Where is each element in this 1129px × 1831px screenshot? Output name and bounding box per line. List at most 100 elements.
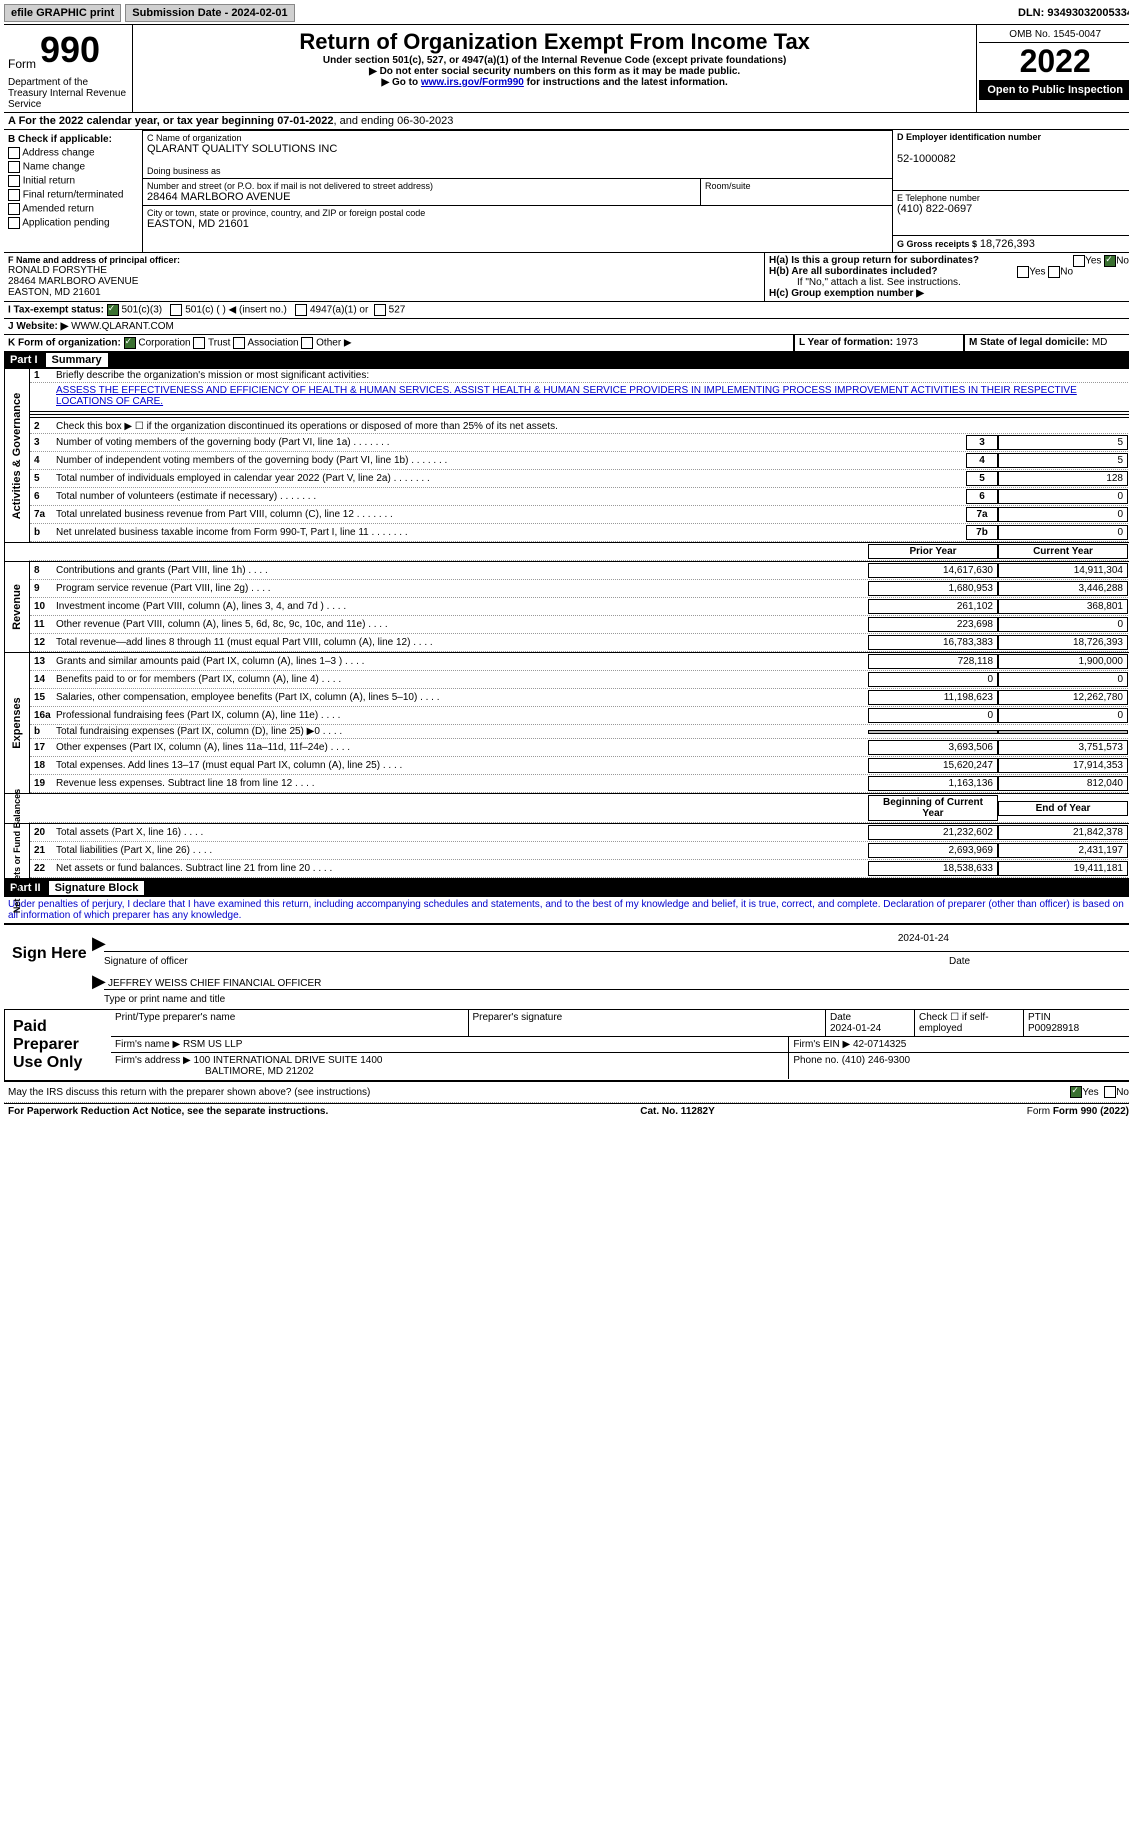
netassets-header-row: Beginning of Current Year End of Year: [4, 794, 1129, 824]
amended-return-checkbox[interactable]: [8, 203, 20, 215]
efile-print-button[interactable]: efile GRAPHIC print: [4, 4, 121, 22]
perjury-declaration: Under penalties of perjury, I declare th…: [4, 897, 1129, 923]
activities-label: Activities & Governance: [11, 392, 23, 519]
ha-yes-checkbox[interactable]: [1073, 255, 1085, 267]
activities-governance-section: Activities & Governance 1Briefly describ…: [4, 369, 1129, 543]
trust-checkbox[interactable]: [193, 337, 205, 349]
summary-line-20: 20Total assets (Part X, line 16) . . . .…: [30, 824, 1129, 842]
form-subtitle-2: ▶ Do not enter social security numbers o…: [141, 66, 968, 77]
instructions-link[interactable]: www.irs.gov/Form990: [421, 77, 524, 88]
discuss-no-checkbox[interactable]: [1104, 1086, 1116, 1098]
tax-period: A For the 2022 calendar year, or tax yea…: [4, 112, 1129, 129]
revenue-label: Revenue: [11, 584, 23, 630]
mission-text: ASSESS THE EFFECTIVENESS AND EFFICIENCY …: [30, 383, 1129, 409]
ptin: P00928918: [1028, 1023, 1079, 1034]
summary-line-5: 5Total number of individuals employed in…: [30, 470, 1129, 488]
department: Department of the Treasury Internal Reve…: [4, 75, 132, 112]
tax-year: 2022: [979, 43, 1129, 80]
firm-phone: (410) 246-9300: [842, 1055, 910, 1066]
right-info-col: D Employer identification number 52-1000…: [892, 130, 1129, 252]
final-return-checkbox[interactable]: [8, 189, 20, 201]
part2-header: Part IISignature Block: [4, 879, 1129, 897]
section-b-checkboxes: B Check if applicable: Address change Na…: [4, 130, 143, 252]
527-checkbox[interactable]: [374, 304, 386, 316]
top-toolbar: efile GRAPHIC print Submission Date - 20…: [4, 4, 1129, 22]
4947-checkbox[interactable]: [295, 304, 307, 316]
501c3-checkbox[interactable]: [107, 304, 119, 316]
other-checkbox[interactable]: [301, 337, 313, 349]
city-state-zip: EASTON, MD 21601: [147, 218, 888, 230]
sign-here-block: Sign Here ▶2024-01-24 Signature of offic…: [4, 923, 1129, 1009]
summary-line-6: 6Total number of volunteers (estimate if…: [30, 488, 1129, 506]
submission-date: Submission Date - 2024-02-01: [125, 4, 294, 22]
name-change-checkbox[interactable]: [8, 161, 20, 173]
summary-line-12: 12Total revenue—add lines 8 through 11 (…: [30, 634, 1129, 652]
revenue-section: Revenue 8Contributions and grants (Part …: [4, 562, 1129, 653]
paid-preparer-label: Paid Preparer Use Only: [5, 1010, 111, 1080]
assoc-checkbox[interactable]: [233, 337, 245, 349]
ha-no-checkbox[interactable]: [1104, 255, 1116, 267]
firm-ein: 42-0714325: [853, 1039, 906, 1050]
discuss-row: May the IRS discuss this return with the…: [4, 1081, 1129, 1103]
summary-line-3: 3Number of voting members of the governi…: [30, 434, 1129, 452]
form-number: Form 990: [4, 25, 132, 75]
sign-date: 2024-01-24: [898, 933, 949, 944]
summary-line-19: 19Revenue less expenses. Subtract line 1…: [30, 775, 1129, 793]
summary-line-7a: 7aTotal unrelated business revenue from …: [30, 506, 1129, 524]
netassets-section: Net Assets or Fund Balances 20Total asse…: [4, 824, 1129, 879]
summary-line-13: 13Grants and similar amounts paid (Part …: [30, 653, 1129, 671]
summary-line-18: 18Total expenses. Add lines 13–17 (must …: [30, 757, 1129, 775]
address-change-checkbox[interactable]: [8, 147, 20, 159]
discuss-yes-checkbox[interactable]: [1070, 1086, 1082, 1098]
sign-here-label: Sign Here: [4, 925, 100, 1009]
tax-status-row: I Tax-exempt status: 501(c)(3) 501(c) ( …: [4, 301, 1129, 318]
officer-signature-name: JEFFREY WEISS CHIEF FINANCIAL OFFICER: [108, 978, 321, 989]
legal-domicile: MD: [1092, 337, 1108, 348]
501c-checkbox[interactable]: [170, 304, 182, 316]
summary-line-16a: 16aProfessional fundraising fees (Part I…: [30, 707, 1129, 725]
summary-line-22: 22Net assets or fund balances. Subtract …: [30, 860, 1129, 878]
summary-line-4: 4Number of independent voting members of…: [30, 452, 1129, 470]
omb-number: OMB No. 1545-0047: [979, 27, 1129, 43]
summary-line-10: 10Investment income (Part VIII, column (…: [30, 598, 1129, 616]
ein: 52-1000082: [897, 153, 1128, 165]
form-org-row: K Form of organization: Corporation Trus…: [4, 334, 1129, 351]
year-header-row: Prior Year Current Year: [4, 543, 1129, 562]
expenses-section: Expenses 13Grants and similar amounts pa…: [4, 653, 1129, 794]
website-row: J Website: ▶ WWW.QLARANT.COM: [4, 318, 1129, 334]
officer-row: F Name and address of principal officer:…: [4, 252, 1129, 301]
part1-header: Part ISummary: [4, 351, 1129, 369]
form-title: Return of Organization Exempt From Incom…: [141, 29, 968, 55]
dln: DLN: 93493032005334: [1018, 7, 1129, 19]
netassets-label: Net Assets or Fund Balances: [12, 789, 22, 913]
paid-preparer-block: Paid Preparer Use Only Print/Type prepar…: [4, 1009, 1129, 1081]
year-box: OMB No. 1545-0047 2022 Open to Public In…: [976, 25, 1129, 112]
hb-no-checkbox[interactable]: [1048, 266, 1060, 278]
officer-name: RONALD FORSYTHE: [8, 265, 760, 276]
form-subtitle-3: ▶ Go to www.irs.gov/Form990 for instruct…: [141, 77, 968, 88]
open-inspection: Open to Public Inspection: [979, 80, 1129, 100]
summary-line-b: bTotal fundraising expenses (Part IX, co…: [30, 725, 1129, 739]
form-subtitle-1: Under section 501(c), 527, or 4947(a)(1)…: [141, 55, 968, 66]
corp-checkbox[interactable]: [124, 337, 136, 349]
initial-return-checkbox[interactable]: [8, 175, 20, 187]
officer-address: 28464 MARLBORO AVENUE: [8, 276, 760, 287]
telephone: (410) 822-0697: [897, 203, 1128, 215]
officer-city: EASTON, MD 21601: [8, 287, 760, 298]
summary-line-7b: bNet unrelated business taxable income f…: [30, 524, 1129, 542]
summary-line-14: 14Benefits paid to or for members (Part …: [30, 671, 1129, 689]
summary-line-15: 15Salaries, other compensation, employee…: [30, 689, 1129, 707]
firm-address: 100 INTERNATIONAL DRIVE SUITE 1400: [194, 1055, 383, 1066]
street-address: 28464 MARLBORO AVENUE: [147, 191, 696, 203]
expenses-label: Expenses: [11, 697, 23, 748]
hb-yes-checkbox[interactable]: [1017, 266, 1029, 278]
page-footer: For Paperwork Reduction Act Notice, see …: [4, 1103, 1129, 1119]
form-title-block: Return of Organization Exempt From Incom…: [133, 25, 976, 112]
website: WWW.QLARANT.COM: [71, 321, 174, 332]
summary-line-8: 8Contributions and grants (Part VIII, li…: [30, 562, 1129, 580]
section-c-name: C Name of organization QLARANT QUALITY S…: [143, 130, 892, 252]
entity-block: B Check if applicable: Address change Na…: [4, 129, 1129, 252]
gross-receipts: 18,726,393: [980, 238, 1035, 250]
year-formation: 1973: [896, 337, 918, 348]
application-pending-checkbox[interactable]: [8, 217, 20, 229]
